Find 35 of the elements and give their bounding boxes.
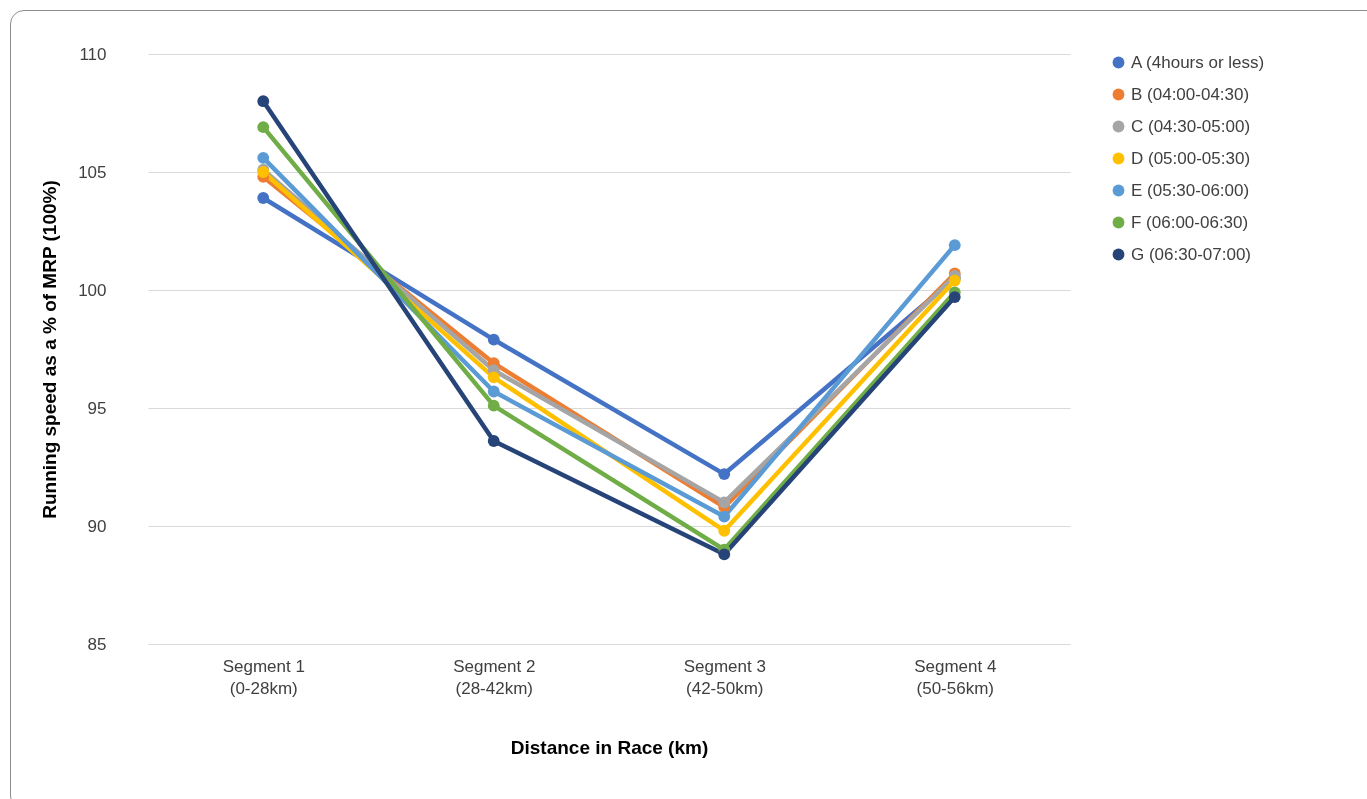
point: [718, 468, 731, 480]
point: [487, 333, 500, 346]
legend-label: B (04:00-04:30): [1131, 84, 1250, 104]
y-tick-label: 90: [87, 516, 107, 536]
point: [948, 239, 961, 252]
legend-label: C (04:30-05:00): [1131, 116, 1251, 136]
point: [948, 291, 961, 303]
point: [257, 151, 270, 164]
x-tick-label: Segment 4 (50-56km): [914, 656, 997, 698]
legend-label: E (05:30-06:00): [1131, 180, 1250, 200]
point: [487, 399, 500, 412]
y-tick-label: 105: [78, 162, 107, 182]
x-tick-label: Segment 3 (42-50km): [683, 656, 766, 698]
point: [718, 548, 731, 561]
legend-label: D (05:00-05:30): [1131, 148, 1251, 168]
point: [718, 524, 731, 537]
x-axis-title: Distance in Race (km): [510, 736, 709, 758]
point: [487, 371, 500, 384]
y-tick-label: 85: [87, 634, 107, 654]
point: [257, 192, 270, 204]
y-axis-title: Running speed as a % of MRP (100%): [39, 180, 61, 519]
point: [257, 95, 270, 108]
point: [487, 385, 500, 398]
point: [718, 510, 731, 523]
y-tick-label: 95: [87, 398, 107, 418]
point: [718, 496, 731, 509]
x-tick-label: Segment 1 (0-28km): [222, 656, 305, 698]
point: [487, 435, 500, 447]
x-tick-label: Segment 2 (28-42km): [453, 656, 536, 698]
legend-label: F (06:00-06:30): [1131, 212, 1249, 232]
legend-label: G (06:30-07:00): [1131, 244, 1252, 264]
point: [257, 121, 270, 134]
legend-label: A (4hours or less): [1131, 52, 1265, 72]
y-tick-label: 110: [79, 44, 107, 64]
y-tick-label: 100: [78, 280, 107, 300]
